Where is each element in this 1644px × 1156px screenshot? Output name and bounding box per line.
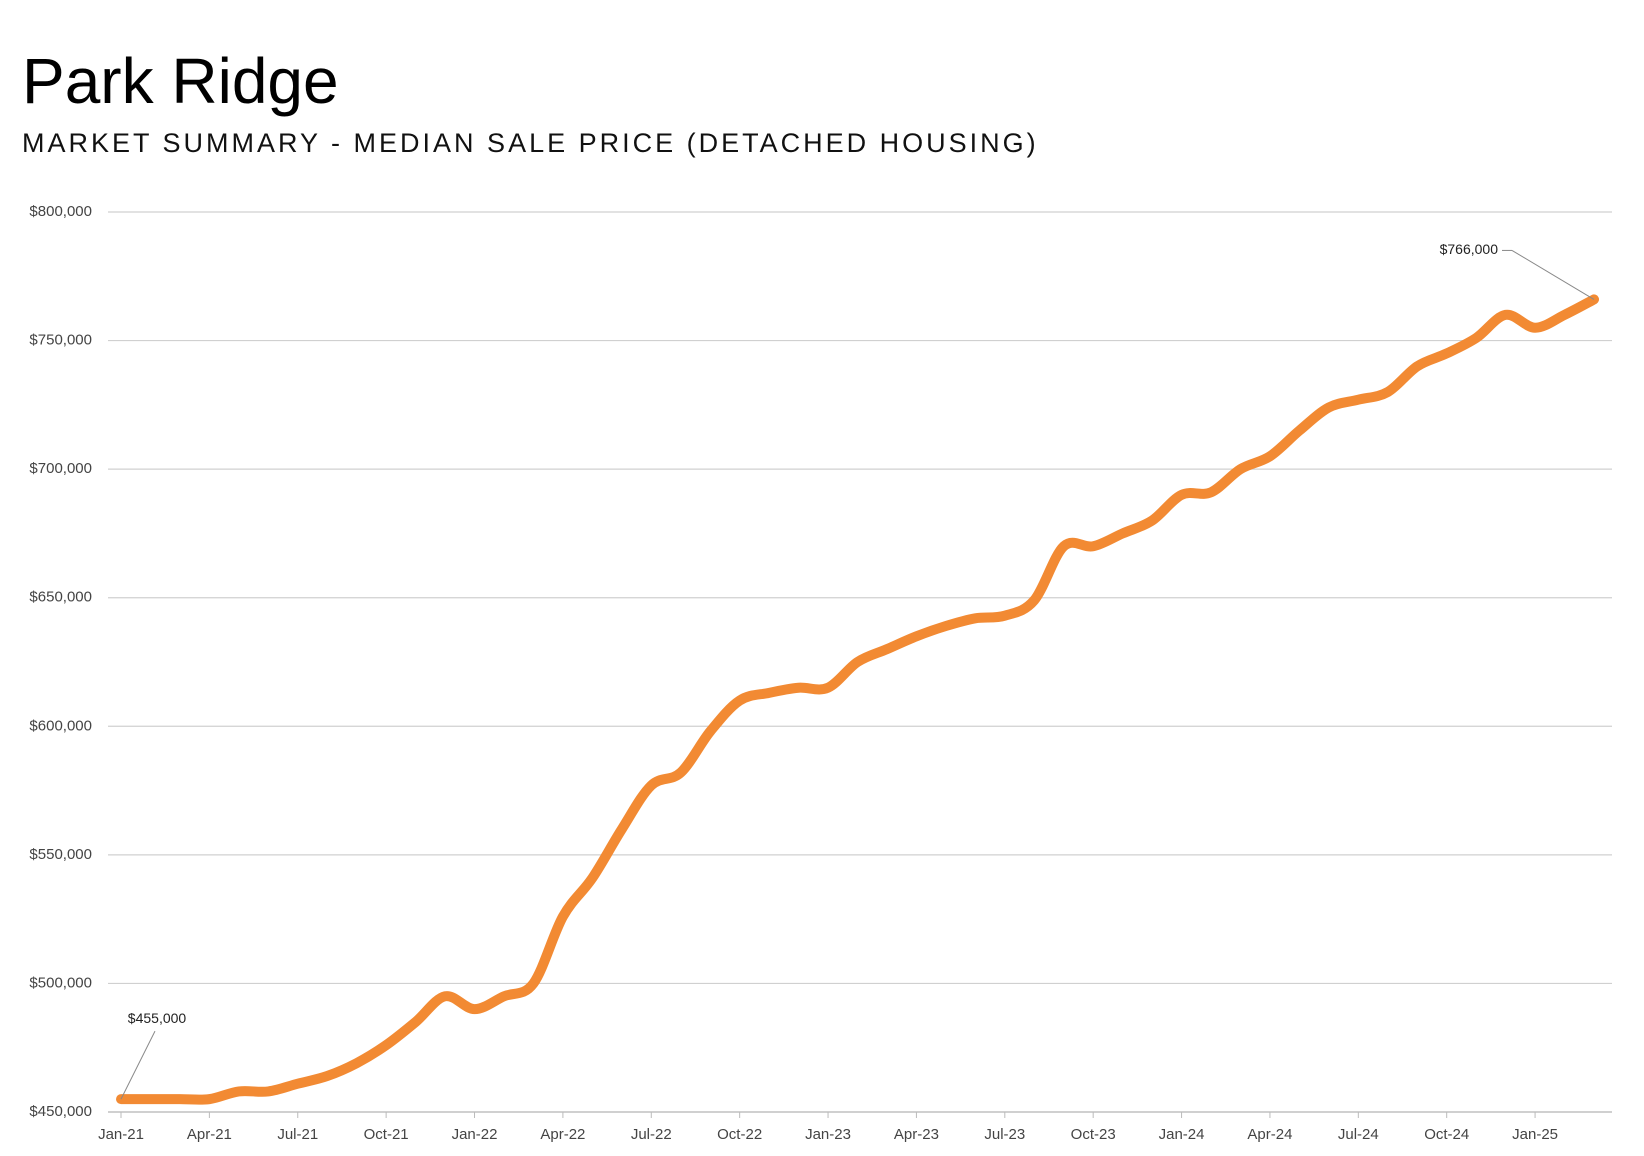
chart-subtitle: MARKET SUMMARY - MEDIAN SALE PRICE (DETA… [22, 128, 1039, 158]
x-tick-label: Jul-22 [631, 1126, 672, 1143]
x-tick-label: Jan-25 [1512, 1126, 1558, 1143]
y-tick-label: $450,000 [29, 1103, 92, 1120]
annotation-leader [1511, 249, 1595, 300]
x-tick-label: Jan-22 [452, 1126, 498, 1143]
x-tick-label: Oct-23 [1071, 1126, 1116, 1143]
x-tick-label: Jul-23 [984, 1126, 1025, 1143]
annotation-leader [120, 1030, 156, 1100]
y-tick-label: $600,000 [29, 717, 92, 734]
x-tick-label: Jan-24 [1159, 1126, 1205, 1143]
x-tick-label: Oct-21 [364, 1126, 409, 1143]
x-tick-label: Oct-24 [1424, 1126, 1469, 1143]
x-tick-label: Jan-21 [98, 1126, 144, 1143]
x-tick-label: Apr-21 [187, 1126, 232, 1143]
y-tick-label: $500,000 [29, 974, 92, 991]
y-tick-label: $700,000 [29, 460, 92, 477]
x-tick-label: Jul-21 [277, 1126, 318, 1143]
x-tick-label: Apr-24 [1247, 1126, 1292, 1143]
y-tick-label: $650,000 [29, 589, 92, 606]
line [116, 294, 1599, 1105]
x-tick-label: Apr-22 [540, 1126, 585, 1143]
y-tick-label: $550,000 [29, 846, 92, 863]
y-tick-label: $800,000 [29, 203, 92, 220]
x-tick-label: Oct-22 [717, 1126, 762, 1143]
data-label: $766,000 [1440, 241, 1499, 257]
data-label: $455,000 [128, 1010, 187, 1026]
y-tick-label: $750,000 [29, 332, 92, 349]
chart-title: Park Ridge [22, 45, 339, 117]
x-tick-label: Apr-23 [894, 1126, 939, 1143]
x-tick-label: Jan-23 [805, 1126, 851, 1143]
x-tick-label: Jul-24 [1338, 1126, 1379, 1143]
